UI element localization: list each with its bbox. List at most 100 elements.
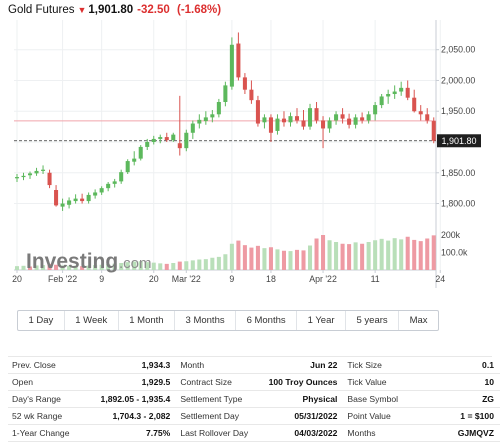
candle-body — [242, 77, 247, 90]
stat-value: Physical — [254, 390, 344, 408]
tab-1-year[interactable]: 1 Year — [297, 311, 347, 330]
volume-bar — [14, 266, 20, 270]
svg-text:1,901.80: 1,901.80 — [441, 136, 476, 146]
volume-bar — [334, 242, 339, 270]
volume-bar — [379, 238, 384, 270]
volume-bar — [405, 236, 410, 270]
stat-value: 05/31/2022 — [254, 407, 344, 425]
volume-bar — [229, 243, 234, 270]
candle — [268, 114, 273, 142]
volume-bar — [327, 240, 332, 270]
stat-value: 1 = $100 — [425, 407, 500, 425]
candle — [255, 95, 260, 127]
candle — [54, 185, 59, 207]
candle-body — [347, 118, 352, 125]
candle-body — [86, 194, 91, 202]
candle — [327, 117, 332, 133]
tab-max[interactable]: Max — [409, 315, 428, 326]
candle — [125, 159, 130, 174]
volume-bar — [249, 247, 254, 270]
volume-bar — [399, 239, 404, 270]
candle — [399, 81, 404, 96]
candle-body — [399, 87, 404, 92]
date-tick-label: 18 — [266, 274, 276, 284]
candle-body — [236, 43, 241, 78]
candle — [60, 198, 65, 211]
candle — [73, 194, 78, 204]
volume-bar — [164, 263, 169, 270]
candle-body — [268, 117, 273, 133]
watermark-brand: Investing — [26, 250, 118, 273]
candle-body — [425, 114, 430, 121]
candle — [80, 193, 85, 204]
candle — [360, 112, 365, 124]
candle — [138, 145, 143, 161]
tab-1-week[interactable]: 1 Week — [65, 311, 119, 330]
candle-body — [373, 105, 378, 115]
candle-body — [47, 172, 52, 186]
tab-3-months[interactable]: 3 Months — [175, 311, 237, 330]
stat-label: Settlement Day — [176, 407, 255, 425]
candle — [275, 114, 280, 135]
stat-label: Base Symbol — [343, 390, 426, 408]
date-tick-label: 20 — [149, 274, 159, 284]
investing-watermark: Investing .com — [26, 250, 152, 273]
stat-label: Tick Value — [343, 373, 426, 391]
candle — [210, 110, 215, 123]
candle — [47, 169, 52, 189]
volume-bar — [392, 238, 397, 270]
candle-body — [106, 183, 111, 189]
tab-1-month[interactable]: 1 Month — [119, 311, 176, 330]
volume-bar — [412, 239, 417, 270]
candle — [242, 73, 247, 94]
candle-body — [164, 137, 169, 141]
price-axis: 2,050.002,000.001,950.001,900.001,850.00… — [436, 45, 475, 209]
candle-body — [171, 134, 176, 141]
candle — [340, 108, 345, 124]
volume-bar — [275, 249, 280, 270]
stat-label: Prev. Close — [8, 357, 97, 374]
stat-value: 7.75% — [96, 424, 177, 442]
candles — [14, 32, 436, 211]
volume-bar — [190, 260, 195, 270]
candle-body — [340, 114, 345, 119]
candle-body — [93, 192, 98, 196]
volume-bar — [242, 245, 247, 270]
last-price-label: 1,901.80 — [437, 134, 481, 148]
candle — [41, 165, 46, 174]
volume-bar — [418, 241, 423, 270]
volume-bar — [308, 245, 313, 270]
candle-body — [366, 114, 371, 121]
candle — [294, 108, 300, 124]
candle — [308, 103, 313, 130]
volume-bar — [268, 247, 273, 270]
candle-body — [386, 94, 391, 97]
candle — [236, 32, 241, 81]
candle-body — [405, 87, 410, 98]
candle-body — [275, 118, 280, 131]
tab-5-years[interactable]: 5 years — [346, 311, 400, 330]
volume-bar — [294, 249, 300, 270]
tab-1-day[interactable]: 1 Day — [18, 311, 65, 330]
candle-body — [34, 170, 39, 174]
date-tick-label: Apr '22 — [309, 274, 337, 284]
volume-bar — [80, 266, 85, 270]
candle-body — [14, 177, 20, 179]
candle-body — [54, 190, 59, 206]
tab-6-months[interactable]: 6 Months — [236, 311, 298, 330]
candle-body — [288, 116, 293, 123]
candle — [379, 94, 384, 109]
price-change: -32.50 — [137, 4, 170, 16]
candle — [334, 111, 339, 125]
date-tick-label: 11 — [371, 274, 380, 284]
date-tick-label: Mar '22 — [172, 274, 201, 284]
volume-bar — [34, 265, 39, 270]
watermark-suffix: .com — [119, 255, 152, 272]
stat-label: Open — [8, 373, 97, 391]
volume-bar — [216, 256, 221, 270]
candle — [190, 120, 195, 139]
candle-body — [21, 175, 26, 178]
price-chart[interactable]: Investing .com 2,050.00 2,000.00 1,950.00 1… — [0, 0, 500, 300]
chart-grid — [14, 20, 441, 270]
candle — [412, 89, 417, 113]
